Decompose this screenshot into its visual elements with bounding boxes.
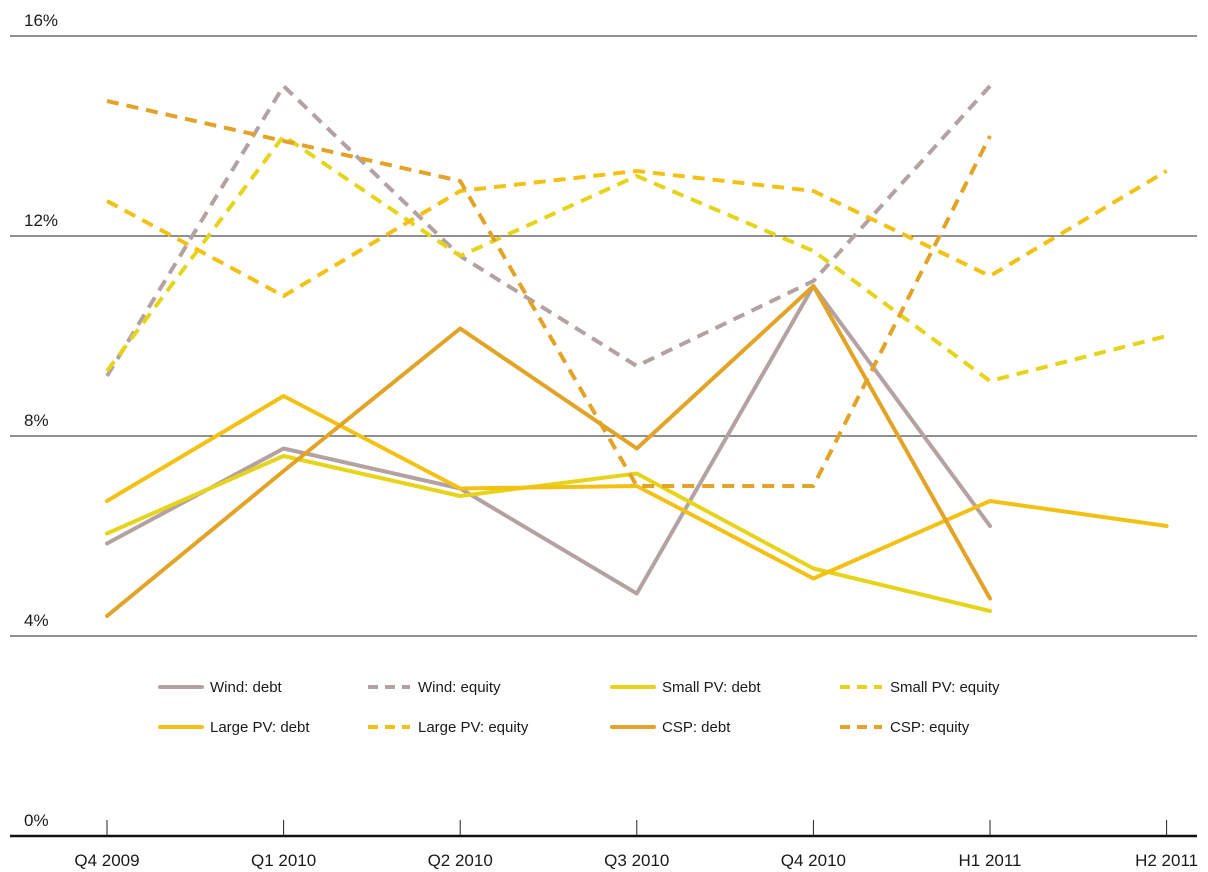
x-tick-label: Q3 2010 — [604, 851, 669, 870]
legend-label: CSP: equity — [890, 719, 970, 736]
legend-label: Large PV: equity — [418, 719, 529, 736]
series-line-5 — [106, 169, 1168, 298]
legend-item: CSP: debt — [610, 719, 731, 736]
legend: Wind: debt Wind: equity Small PV: debt Smal… — [158, 679, 1000, 736]
series-line-6 — [105, 284, 992, 618]
series-line-4 — [105, 394, 1169, 581]
legend-label: Small PV: equity — [890, 679, 1000, 696]
series-line-1 — [105, 84, 992, 378]
legend-label: Wind: equity — [418, 679, 501, 696]
x-tick-label: Q4 2010 — [781, 851, 846, 870]
legend-label: Small PV: debt — [662, 679, 761, 696]
y-tick-label: 0% — [24, 811, 49, 830]
legend-item: CSP: equity — [840, 719, 970, 736]
legend-item: Wind: debt — [158, 679, 283, 696]
series-lines — [105, 84, 1169, 618]
legend-item: Small PV: debt — [610, 679, 761, 696]
y-tick-label: 12% — [24, 211, 58, 230]
x-axis: Q4 2009 Q1 2010 Q2 2010 Q3 2010 Q4 2010 H1 20… — [10, 820, 1198, 870]
x-tick-label: H2 2011 — [1135, 851, 1198, 870]
x-tick-label: Q1 2010 — [251, 851, 316, 870]
series-line-0 — [105, 284, 992, 596]
grid: 0% 4% 8% 12% 16% — [10, 11, 1197, 830]
legend-item: Large PV: equity — [368, 719, 529, 736]
y-tick-label: 16% — [24, 11, 58, 30]
legend-item: Large PV: debt — [158, 719, 310, 736]
legend-label: Large PV: debt — [210, 719, 310, 736]
legend-item: Wind: equity — [368, 679, 501, 696]
legend-item: Small PV: equity — [840, 679, 1000, 696]
y-tick-label: 4% — [24, 611, 49, 630]
legend-label: Wind: debt — [210, 679, 283, 696]
legend-label: CSP: debt — [662, 719, 731, 736]
x-tick-label: Q4 2009 — [74, 851, 139, 870]
series-line-2 — [105, 454, 992, 613]
x-tick-label: H1 2011 — [958, 851, 1021, 870]
series-line-7 — [106, 99, 992, 488]
y-tick-label: 8% — [24, 411, 49, 430]
series-line-3 — [105, 134, 1168, 383]
x-tick-label: Q2 2010 — [428, 851, 493, 870]
